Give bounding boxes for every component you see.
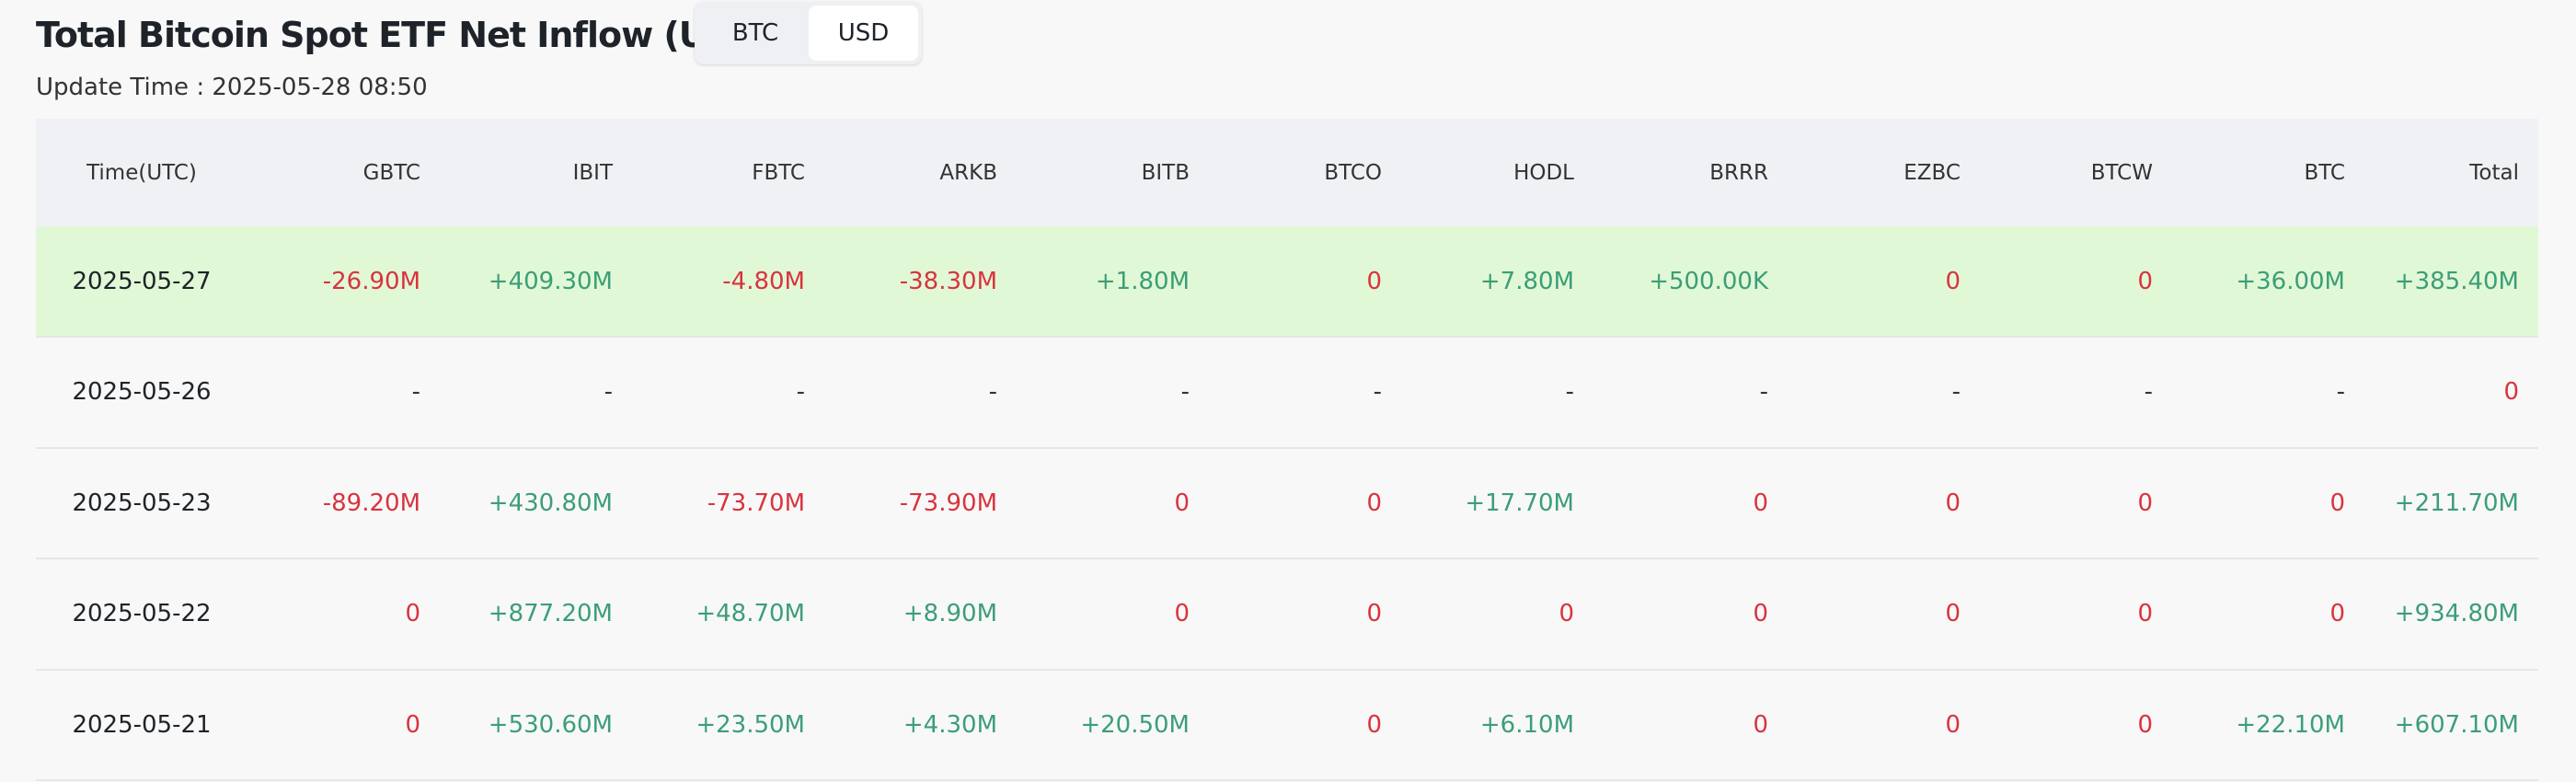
- flow-cell: 0: [1753, 489, 1768, 517]
- column-header: EZBC: [1903, 160, 1961, 185]
- column-header: BTCW: [2090, 160, 2153, 185]
- flow-cell: -89.20M: [322, 489, 420, 517]
- flow-cell: -38.30M: [899, 267, 997, 295]
- flow-cell: +22.10M: [2236, 710, 2345, 739]
- flow-cell: 0: [1753, 710, 1768, 739]
- flow-cell: +23.50M: [696, 710, 805, 739]
- flow-cell: 0: [2137, 710, 2153, 739]
- flow-cell: +17.70M: [1465, 489, 1574, 517]
- flow-cell: -: [411, 378, 420, 406]
- flow-cell: 0: [1366, 710, 1382, 739]
- flow-cell: +4.30M: [903, 710, 997, 739]
- flow-cell: +530.60M: [488, 710, 613, 739]
- flow-cell: 0: [2137, 489, 2153, 517]
- flow-cell: -: [2336, 378, 2345, 406]
- flow-cell: +607.10M: [2394, 710, 2519, 739]
- toggle-option[interactable]: BTC: [731, 19, 779, 47]
- table-row: 2025-05-21 0 +530.60M +23.50M +4.30M +20.50M 0…: [36, 670, 2538, 781]
- table-row: 2025-05-27 -26.90M +409.30M -4.80M -38.30M +1…: [36, 226, 2538, 338]
- flow-cell: 0: [2137, 600, 2153, 627]
- toggle-option[interactable]: USD: [809, 6, 918, 61]
- flow-cell: 0: [1945, 710, 1961, 739]
- table-row: 2025-05-26 - - - - - - - - - - - 0: [36, 338, 2538, 449]
- flow-cell: -: [604, 378, 613, 406]
- flow-cell: +500.00K: [1649, 267, 1768, 295]
- date-cell: 2025-05-26: [72, 378, 212, 406]
- flow-cell: +409.30M: [488, 267, 613, 295]
- title: Total Bitcoin Spot ETF Net Inflow (USD): [36, 15, 775, 55]
- table-header: Time(UTC) GBTC IBIT FBTC ARKB BITB BTCO HODL BRR…: [36, 119, 2538, 226]
- column-header: BRRR: [1709, 160, 1768, 185]
- flow-cell: -: [796, 378, 805, 406]
- flow-cell: +36.00M: [2236, 267, 2345, 295]
- flow-cell: 0: [2329, 489, 2345, 517]
- flow-cell: 0: [1945, 600, 1961, 627]
- flow-cell: +7.80M: [1479, 267, 1574, 295]
- flow-cell: -73.70M: [707, 489, 805, 517]
- flow-cell: -: [1180, 378, 1190, 406]
- date-cell: 2025-05-21: [72, 710, 212, 739]
- date-cell: 2025-05-22: [72, 600, 212, 627]
- flow-cell: +430.80M: [488, 489, 613, 517]
- flow-cell: 0: [1753, 600, 1768, 627]
- flow-cell: 0: [1366, 267, 1382, 295]
- column-header: FBTC: [752, 160, 805, 185]
- column-header: ARKB: [939, 160, 997, 185]
- column-header: Total: [2469, 160, 2519, 185]
- flow-cell: -: [2144, 378, 2153, 406]
- flow-cell: 0: [2329, 600, 2345, 627]
- flow-cell: 0: [1945, 267, 1961, 295]
- flow-cell: -: [1951, 378, 1961, 406]
- flow-cell: +1.80M: [1095, 267, 1190, 295]
- column-header: Time(UTC): [86, 160, 197, 185]
- flow-cell: +211.70M: [2394, 489, 2519, 517]
- flow-cell: -4.80M: [722, 267, 805, 295]
- flow-cell: -73.90M: [899, 489, 997, 517]
- flow-cell: +934.80M: [2394, 600, 2519, 627]
- table-row: 2025-05-22 0 +877.20M +48.70M +8.90M 0 0 0 0 0 0 0 +…: [36, 559, 2538, 671]
- column-header: BTC: [2304, 160, 2345, 185]
- flow-cell: -: [988, 378, 997, 406]
- flow-cell: -: [1759, 378, 1768, 406]
- flow-cell: 0: [1174, 600, 1190, 627]
- flow-cell: -: [1565, 378, 1574, 406]
- table-row: 2025-05-23 -89.20M +430.80M -73.70M -73.90M 0…: [36, 448, 2538, 559]
- flow-cell: +48.70M: [696, 600, 805, 627]
- column-header: IBIT: [572, 160, 613, 185]
- flow-cell: 0: [1945, 489, 1961, 517]
- date-cell: 2025-05-23: [72, 489, 212, 517]
- flow-cell: 0: [405, 600, 420, 627]
- column-header: GBTC: [362, 160, 420, 185]
- update-time: Update Time : 2025-05-28 08:50: [36, 74, 428, 101]
- flow-cell: 0: [1174, 489, 1190, 517]
- flow-cell: +20.50M: [1080, 710, 1190, 739]
- flow-cell: +6.10M: [1479, 710, 1574, 739]
- flow-cell: 0: [405, 710, 420, 739]
- date-cell: 2025-05-27: [72, 267, 212, 295]
- flow-cell: 0: [2137, 267, 2153, 295]
- flow-cell: -: [1373, 378, 1382, 406]
- flow-cell: 0: [1366, 489, 1382, 517]
- column-header: BTCO: [1324, 160, 1382, 185]
- flow-cell: +385.40M: [2394, 267, 2519, 295]
- flow-cell: +8.90M: [903, 600, 997, 627]
- column-header: HODL: [1513, 160, 1574, 185]
- column-header: BITB: [1141, 160, 1190, 185]
- unit-toggle: BTC USD: [695, 2, 922, 64]
- flow-cell: 0: [1558, 600, 1574, 627]
- flow-cell: 0: [2503, 378, 2519, 406]
- flow-cell: -26.90M: [322, 267, 420, 295]
- flow-cell: +877.20M: [488, 600, 613, 627]
- flow-cell: 0: [1366, 600, 1382, 627]
